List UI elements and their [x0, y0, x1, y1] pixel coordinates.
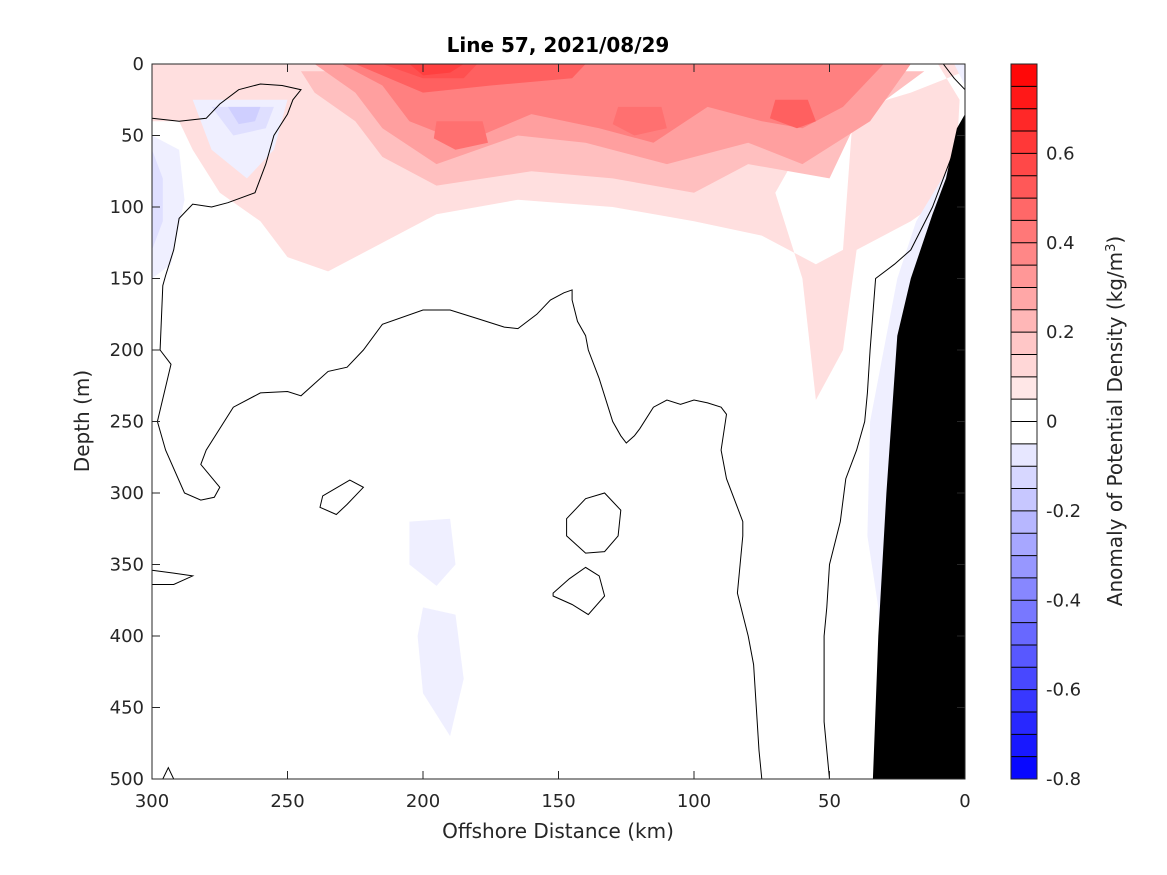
y-tick-label: 50: [121, 126, 144, 147]
y-tick-label: 400: [110, 626, 144, 647]
colorbar-swatch: [1011, 533, 1037, 557]
colorbar-swatch: [1011, 399, 1037, 422]
y-tick-label: 200: [110, 340, 144, 361]
colorbar-swatch: [1011, 555, 1037, 579]
colorbar-tick-label: -0.2: [1046, 501, 1081, 522]
x-axis-ticks: 300 250 200 150 100 50 0: [135, 64, 971, 812]
colorbar-swatch: [1011, 466, 1037, 490]
colorbar-swatch: [1011, 86, 1037, 110]
y-tick-label: 100: [110, 197, 144, 218]
x-tick-label: 150: [541, 791, 575, 812]
colorbar-label: Anomaly of Potential Density (kg/m3): [1103, 236, 1127, 606]
colorbar-swatch: [1011, 64, 1037, 87]
colorbar-swatch: [1011, 488, 1037, 512]
x-tick-label: 50: [818, 791, 841, 812]
colorbar-swatch: [1011, 175, 1037, 199]
zero-contour-line: [319, 479, 365, 516]
colorbar-tick-label: -0.6: [1046, 680, 1081, 701]
y-axis-ticks: 0 50 100 150 200 250 300 350 400 450 500: [110, 54, 965, 790]
zero-contour-line: [823, 121, 965, 779]
colorbar-swatch: [1011, 287, 1037, 311]
seafloor-mask: [872, 114, 965, 779]
colorbar-tick-label: 0.4: [1046, 233, 1075, 254]
y-tick-label: 450: [110, 698, 144, 719]
colorbar-swatch: [1011, 153, 1037, 177]
zero-contour-line: [162, 766, 175, 779]
colorbar-swatch: [1011, 108, 1037, 132]
colorbar-tick-label: 0.2: [1046, 322, 1075, 343]
colorbar-tick-label: -0.4: [1046, 590, 1081, 611]
colorbar-swatch: [1011, 734, 1037, 758]
colorbar-swatch: [1011, 354, 1037, 378]
y-axis-label: Depth (m): [70, 370, 94, 472]
contour-fill-region: [152, 149, 163, 250]
y-tick-label: 250: [110, 412, 144, 433]
y-tick-label: 350: [110, 555, 144, 576]
contour-fill-region: [227, 106, 261, 125]
colorbar-label-close: ): [1103, 236, 1127, 244]
zero-contour-line: [152, 83, 763, 779]
x-tick-label: 100: [677, 791, 711, 812]
zero-contour-line: [552, 566, 606, 616]
x-tick-label: 0: [959, 791, 970, 812]
colorbar-swatch: [1011, 644, 1037, 668]
contour-fill-region: [152, 135, 185, 279]
zero-contour-line: [152, 569, 195, 585]
bathymetry: [872, 114, 965, 779]
chart-title: Line 57, 2021/08/29: [447, 33, 670, 57]
x-axis-label: Offshore Distance (km): [442, 819, 674, 843]
y-tick-label: 150: [110, 269, 144, 290]
colorbar-swatch: [1011, 421, 1037, 445]
y-tick-label: 0: [133, 54, 144, 75]
colorbar-swatch: [1011, 332, 1037, 355]
contour-fill-region: [769, 99, 816, 129]
colorbar-swatch: [1011, 667, 1037, 691]
contour-fill-region: [417, 607, 464, 737]
colorbar-label-superscript: 3: [1104, 244, 1119, 252]
zero-contour-line: [566, 492, 622, 554]
x-tick-label: 300: [135, 791, 169, 812]
colorbar-swatch: [1011, 510, 1037, 534]
colorbar-swatch: [1011, 600, 1037, 624]
colorbar-swatch: [1011, 131, 1037, 154]
zero-contour-line: [942, 64, 965, 91]
colorbar-swatch: [1011, 756, 1037, 780]
colorbar-swatch: [1011, 622, 1037, 646]
colorbar-swatch: [1011, 309, 1037, 333]
colorbar-swatch: [1011, 198, 1037, 221]
colorbar-swatch: [1011, 443, 1037, 467]
colorbar-swatch: [1011, 376, 1037, 400]
x-tick-label: 200: [406, 791, 440, 812]
contour-fill-region: [409, 518, 456, 586]
y-tick-label: 500: [110, 769, 144, 790]
colorbar-tick-label: -0.8: [1046, 769, 1081, 790]
colorbar: [1010, 63, 1038, 780]
colorbar-ticks: -0.8 -0.6 -0.4 -0.2 0 0.2 0.4 0.6: [1046, 143, 1081, 790]
colorbar-swatch: [1011, 242, 1037, 266]
zero-contours: [152, 64, 965, 779]
colorbar-swatch: [1011, 220, 1037, 244]
y-tick-label: 300: [110, 483, 144, 504]
colorbar-tick-label: 0.6: [1046, 143, 1075, 164]
colorbar-tick-label: 0: [1046, 412, 1057, 433]
colorbar-swatch: [1011, 265, 1037, 288]
contour-fill-region: [612, 106, 667, 136]
colorbar-swatch: [1011, 711, 1037, 735]
contour-fill-region: [433, 121, 488, 150]
x-tick-label: 250: [270, 791, 304, 812]
colorbar-swatch: [1011, 577, 1037, 601]
colorbar-label-main: Anomaly of Potential Density (kg/m: [1103, 252, 1127, 606]
contour-fill-region: [954, 64, 965, 86]
colorbar-frame: [1010, 63, 1038, 780]
colorbar-swatch: [1011, 689, 1037, 713]
